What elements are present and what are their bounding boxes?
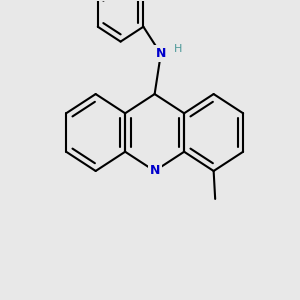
- Text: N: N: [156, 47, 166, 60]
- Text: N: N: [149, 164, 160, 178]
- Text: H: H: [174, 44, 182, 54]
